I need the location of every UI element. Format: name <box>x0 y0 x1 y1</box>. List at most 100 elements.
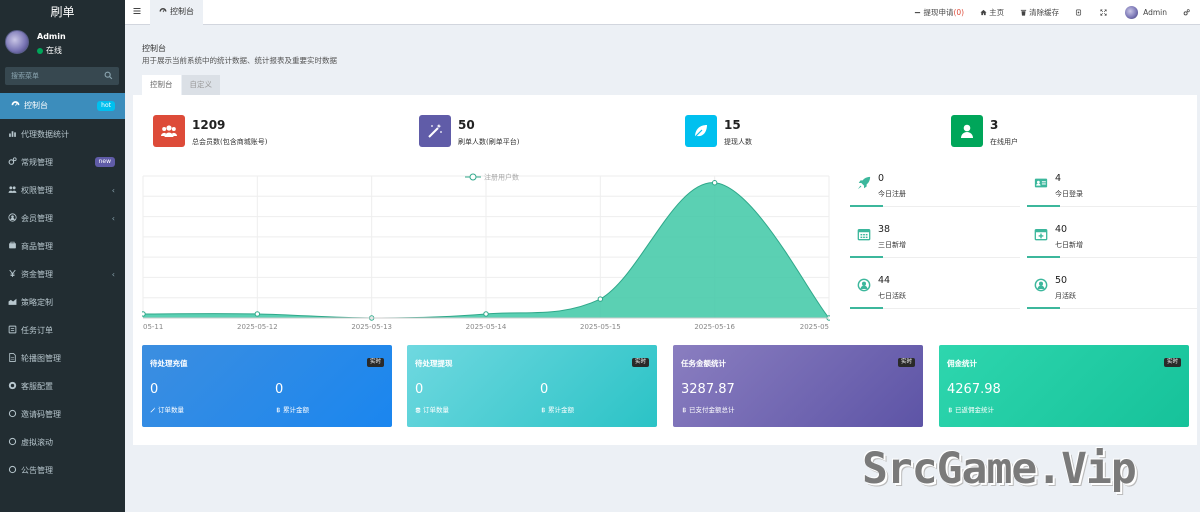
search-input[interactable] <box>5 67 101 85</box>
stat-value: 50 <box>458 118 475 132</box>
cart-icon <box>9 241 16 249</box>
sidebar-item-customer-service[interactable]: 客服配置 <box>0 373 125 401</box>
realtime-tag: 实时 <box>366 358 384 367</box>
sidebar-item-label: 常规管理 <box>21 158 53 167</box>
mini-divider <box>1060 206 1197 207</box>
x-tick-label: 2025-05-15 <box>580 323 621 331</box>
card-label: 订单数量 <box>415 404 449 414</box>
user-circle-icon <box>8 213 17 222</box>
settings-button[interactable] <box>1175 0 1200 25</box>
theme-icon <box>1076 9 1082 16</box>
card-value-secondary: 0 <box>275 382 284 397</box>
sidebar-item-dashboard[interactable]: 控制台 hot <box>0 93 125 119</box>
data-point <box>140 311 146 317</box>
mini-value: 0 <box>878 173 885 184</box>
sidebar-item-strategy[interactable]: 策略定制 <box>0 289 125 317</box>
clear-cache-button[interactable]: 清除缓存 <box>1012 0 1067 25</box>
card-value: 3287.87 <box>681 382 735 397</box>
fullscreen-button[interactable] <box>1092 0 1117 25</box>
bitcoin-icon <box>682 407 686 413</box>
users-icon <box>161 125 177 137</box>
tab-dashboard[interactable]: 控制台 <box>142 75 181 95</box>
realtime-tag: 实时 <box>631 358 649 367</box>
sidebar-item-general[interactable]: 常规管理 new <box>0 149 125 177</box>
sidebar-search <box>5 67 119 85</box>
cogs-icon <box>8 157 17 165</box>
sidebar-item-invite-codes[interactable]: 邀请码管理 <box>0 401 125 429</box>
stat-value: 15 <box>724 118 741 132</box>
sidebar-item-funds[interactable]: 资金管理 ‹ <box>0 261 125 289</box>
menu-toggle-icon[interactable] <box>133 7 141 15</box>
mini-value: 4 <box>1055 173 1062 184</box>
sidebar-item-label: 资金管理 <box>21 270 53 279</box>
fullscreen-icon <box>1100 9 1107 16</box>
user-panel: Admin 在线 <box>0 25 125 63</box>
tab-dashboard[interactable]: 控制台 <box>150 0 203 25</box>
stat-online-users: 3 在线用户 <box>941 115 1191 149</box>
home-link[interactable]: 主页 <box>972 0 1012 25</box>
sidebar-item-label: 会员管理 <box>21 214 53 223</box>
sidebar-item-label: 商品管理 <box>21 242 53 251</box>
mini-accent <box>850 307 883 309</box>
admin-menu[interactable]: Admin <box>1117 0 1175 25</box>
sidebar-item-members[interactable]: 会员管理 ‹ <box>0 205 125 233</box>
card-label-secondary: 累计金额 <box>540 404 574 414</box>
stat-value: 3 <box>990 118 999 132</box>
bitcoin-icon <box>948 407 952 413</box>
tab-label: 控制台 <box>170 7 194 16</box>
sidebar-item-label: 邀请码管理 <box>21 410 61 419</box>
realtime-tag: 实时 <box>1163 358 1181 367</box>
page-title: 控制台 <box>142 44 166 53</box>
card-title: 任务金额统计 <box>681 359 726 368</box>
cogs-icon <box>1183 9 1190 16</box>
card-value: 0 <box>150 382 159 397</box>
sidebar-item-label: 控制台 <box>24 101 48 110</box>
calendar-plus-icon <box>1034 228 1048 241</box>
card-pending-withdraw[interactable]: 待处理提现 实时 0 0 订单数量 累计金额 <box>407 345 657 427</box>
sidebar-item-task-orders[interactable]: 任务订单 <box>0 317 125 345</box>
card-task-amount[interactable]: 任务金额统计 实时 3287.87 已支付金额总计 <box>673 345 923 427</box>
chart-svg: 05-11 2025-05-12 2025-05-13 2025-05-14 2025-… <box>140 173 832 331</box>
card-label-text: 累计金额 <box>283 406 309 414</box>
data-point <box>483 311 489 317</box>
sidebar-item-virtual-scroll[interactable]: 虚拟滚动 <box>0 429 125 457</box>
avatar <box>5 30 29 54</box>
card-label-text: 已支付金额总计 <box>689 406 735 414</box>
mini-label: 七日新增 <box>1055 241 1083 249</box>
sidebar-item-label: 轮播图管理 <box>21 354 61 363</box>
sidebar-item-label: 权限管理 <box>21 186 53 195</box>
area-chart-icon <box>8 298 17 305</box>
sidebar-item-announcements[interactable]: 公告管理 <box>0 457 125 485</box>
card-commission[interactable]: 佣金统计 实时 4267.98 已返佣金统计 <box>939 345 1189 427</box>
topbar-right: 提现申请 (0) 主页 清除缓存 Admin <box>906 0 1200 25</box>
x-tick-label: 05-11 <box>143 323 163 331</box>
admin-name: Admin <box>1143 8 1167 17</box>
card-value-secondary: 0 <box>540 382 549 397</box>
home-icon <box>980 9 987 16</box>
card-title: 待处理提现 <box>415 359 453 368</box>
card-label-secondary: 累计金额 <box>275 404 309 414</box>
new-badge: new <box>94 157 115 167</box>
sidebar-item-permissions[interactable]: 权限管理 ‹ <box>0 177 125 205</box>
sidebar-item-agent-stats[interactable]: 代理数据统计 <box>0 121 125 149</box>
dashboard-icon <box>11 101 20 106</box>
mini-stat-seven-day-active: 44 七日活跃 <box>850 273 1020 321</box>
circle-icon <box>8 437 17 446</box>
withdraw-requests-link[interactable]: 提现申请 (0) <box>906 0 972 25</box>
data-point <box>711 180 718 186</box>
id-card-icon <box>1034 178 1048 188</box>
tab-custom[interactable]: 自定义 <box>181 75 220 95</box>
card-title: 佣金统计 <box>947 359 977 368</box>
sidebar-item-label: 客服配置 <box>21 382 53 391</box>
sidebar-item-carousel[interactable]: 轮播图管理 <box>0 345 125 373</box>
mini-value: 44 <box>878 275 891 286</box>
mini-value: 40 <box>1055 224 1068 235</box>
sidebar-item-products[interactable]: 商品管理 <box>0 233 125 261</box>
circle-icon <box>8 409 17 418</box>
card-pending-recharge[interactable]: 待处理充值 实时 0 0 订单数量 累计金额 <box>142 345 392 427</box>
sidebar-menu: 控制台 hot 代理数据统计 常规管理 new 权限管理 ‹ 会员管理 ‹ 商品… <box>0 93 125 485</box>
dashboard-icon <box>159 8 167 13</box>
search-icon[interactable] <box>104 71 113 80</box>
app-logo[interactable]: 刷单 <box>0 0 125 25</box>
theme-toggle-button[interactable] <box>1067 0 1092 25</box>
